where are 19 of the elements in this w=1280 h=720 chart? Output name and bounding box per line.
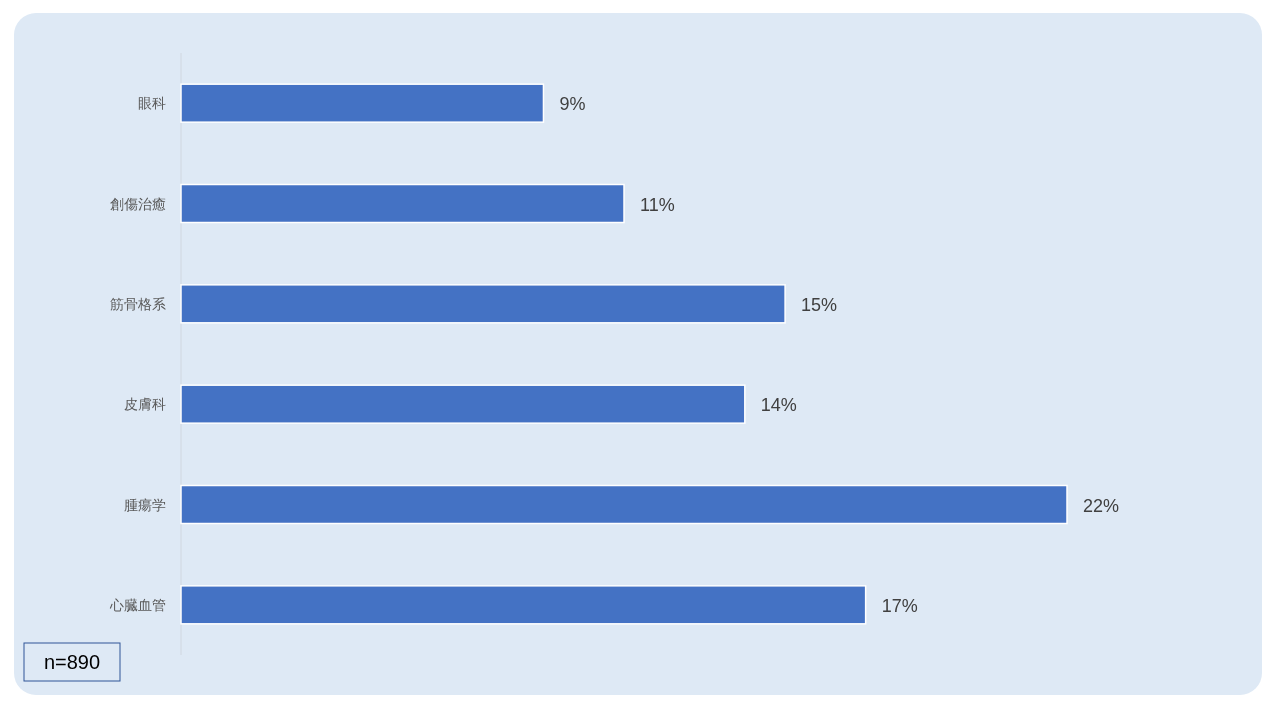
y-tick-label: 眼科 (138, 95, 166, 112)
data-label: 15% (801, 294, 838, 315)
bar (180, 83, 545, 123)
bar (180, 384, 746, 424)
bar (180, 183, 625, 224)
data-label: 9% (559, 94, 586, 115)
y-tick-label: 腫瘍学 (124, 496, 166, 513)
data-label: 11% (640, 194, 675, 215)
y-tick-label: 筋骨格系 (110, 295, 166, 312)
bar (180, 484, 1068, 525)
y-tick-label: 心臓血管 (109, 596, 166, 613)
data-label: 22% (1083, 495, 1120, 516)
y-tick-label: 皮膚科 (124, 396, 166, 413)
data-label: 17% (881, 595, 918, 616)
text: n=890 (43, 651, 101, 673)
data-label: 14% (760, 395, 797, 416)
bar (180, 284, 786, 324)
y-tick-label: 創傷治癒 (110, 195, 166, 212)
bar (180, 585, 867, 625)
